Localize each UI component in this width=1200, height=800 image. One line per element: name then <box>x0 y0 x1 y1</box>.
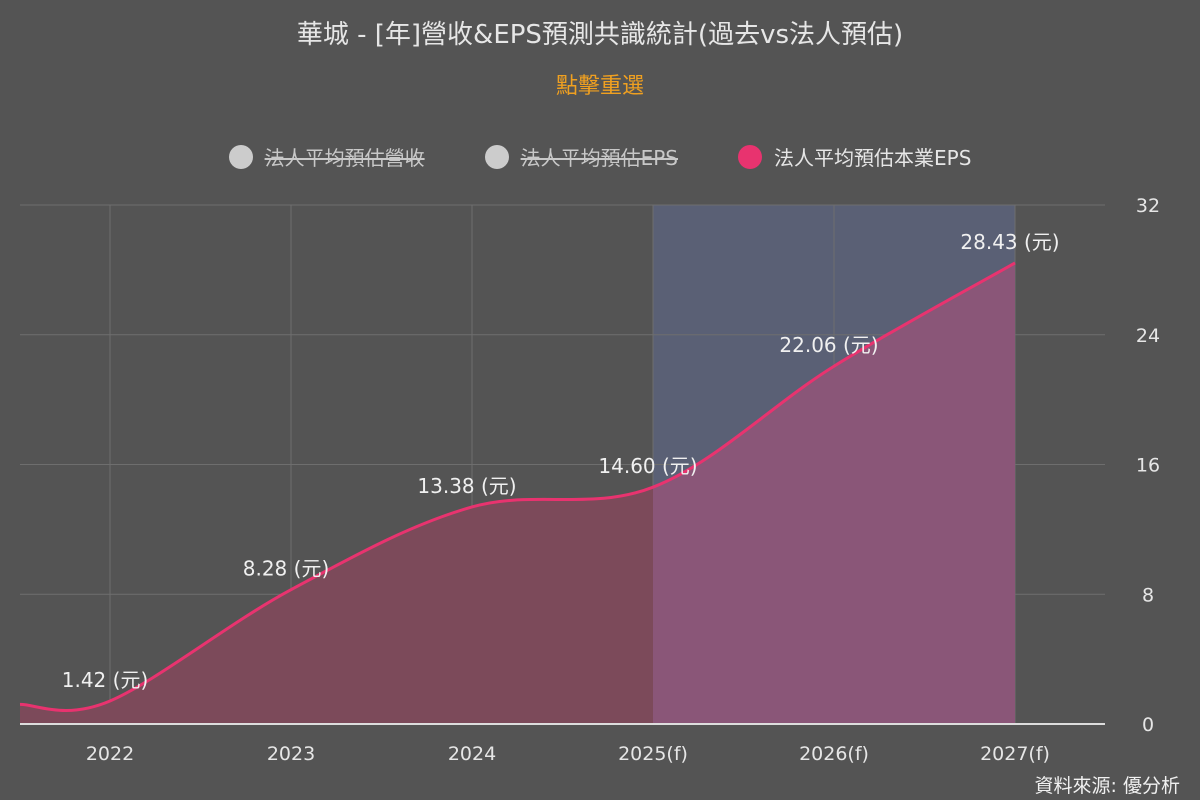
legend-item-eps[interactable]: 法人平均預估EPS <box>484 142 678 171</box>
legend-label: 法人平均預估EPS <box>520 146 678 170</box>
data-label: 8.28 (元) <box>243 557 330 581</box>
data-label: 28.43 (元) <box>960 230 1059 254</box>
data-label: 14.60 (元) <box>598 454 697 478</box>
legend-dot-icon <box>484 144 509 169</box>
x-tick-label: 2025(f) <box>618 743 688 765</box>
area-fill-actual <box>20 487 653 724</box>
y-tick-label: 24 <box>1136 325 1160 347</box>
reset-selection-link[interactable]: 點擊重選 <box>555 74 644 99</box>
y-tick-label: 32 <box>1136 195 1160 217</box>
x-tick-label: 2022 <box>86 743 134 765</box>
x-tick-label: 2026(f) <box>799 743 869 765</box>
legend: 法人平均預估營收 法人平均預估EPS 法人平均預估本業EPS <box>0 142 1200 171</box>
series-line-core-eps <box>19 261 1016 712</box>
area-fill-forecast <box>653 262 1015 724</box>
x-tick-label: 2024 <box>448 743 496 765</box>
legend-item-revenue[interactable]: 法人平均預估營收 <box>228 142 425 171</box>
legend-label: 法人平均預估本業EPS <box>774 146 972 170</box>
source-credit: 資料來源: 優分析 <box>1034 775 1180 797</box>
chart-title: 華城 - [年]營收&EPS預測共識統計(過去vs法人預估) <box>296 20 904 50</box>
data-label: 13.38 (元) <box>417 474 516 498</box>
legend-dot-icon <box>228 144 253 169</box>
x-tick-label: 2027(f) <box>980 743 1050 765</box>
y-tick-label: 16 <box>1136 455 1160 477</box>
data-label: 22.06 (元) <box>779 333 878 357</box>
data-label: 1.42 (元) <box>62 668 149 692</box>
legend-dot-icon <box>738 144 762 169</box>
y-tick-label: 8 <box>1142 584 1154 606</box>
legend-item-core-eps[interactable]: 法人平均預估本業EPS <box>738 142 971 171</box>
legend-label: 法人平均預估營收 <box>264 146 425 170</box>
y-tick-label: 0 <box>1142 714 1154 736</box>
x-tick-label: 2023 <box>267 743 315 765</box>
